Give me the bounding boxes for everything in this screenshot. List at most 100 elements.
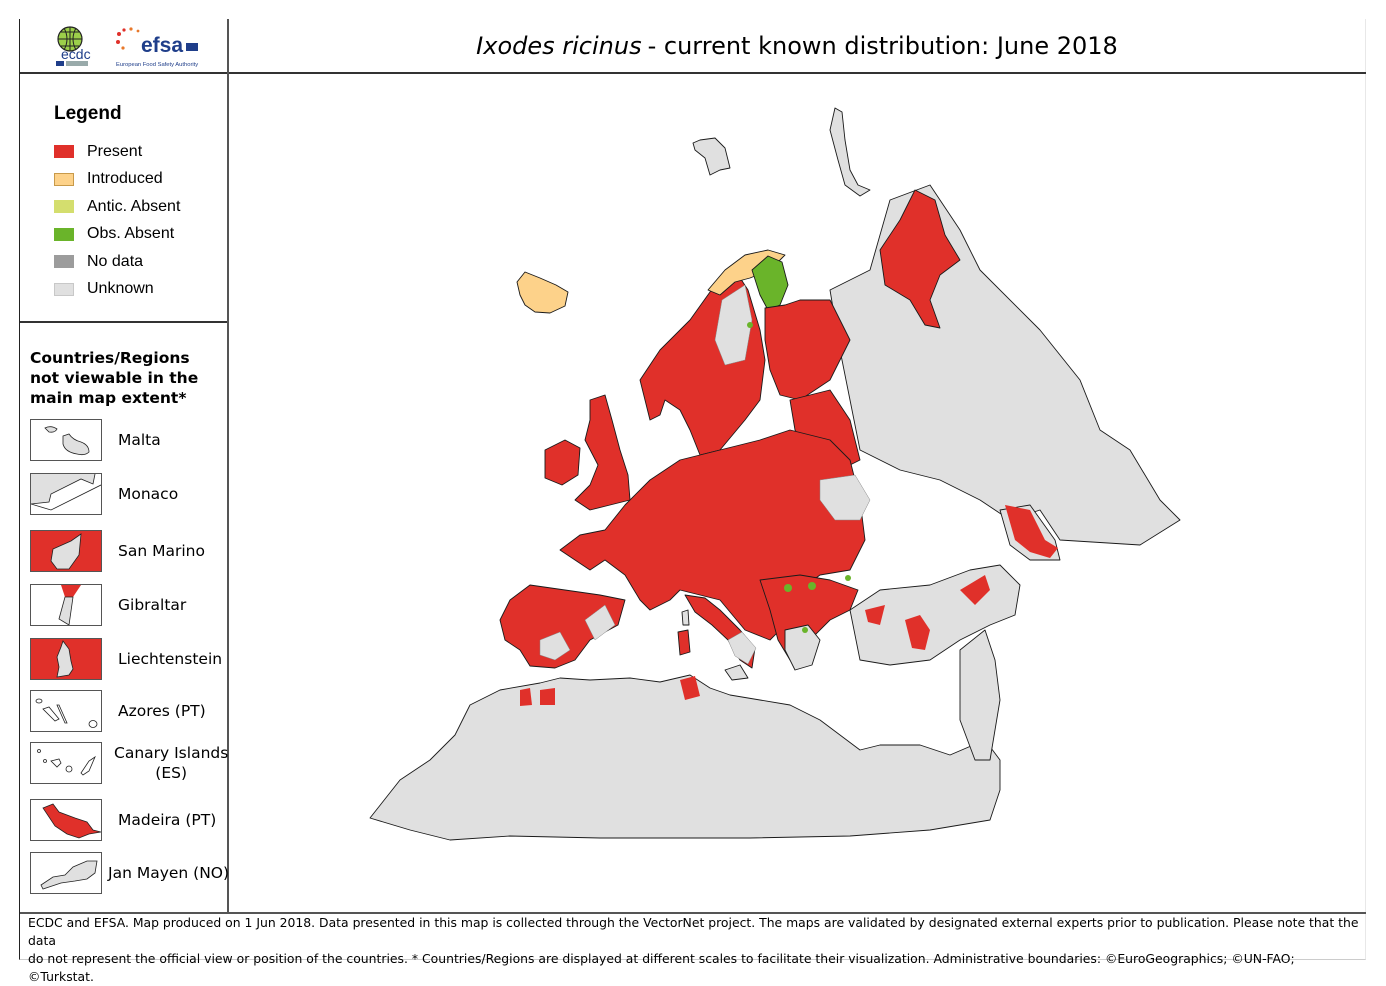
madeira-thumbnail-icon [30,799,102,841]
divider [20,912,1366,914]
great-britain [574,394,631,511]
region-san-marino: San Marino [30,530,205,572]
legend: Present Introduced Antic. Absent Obs. Ab… [54,138,180,303]
turkey-present-patch [960,575,990,605]
map-frame [19,19,1366,960]
region-label: Liechtenstein [118,650,223,668]
region-label: Gibraltar [118,596,187,614]
russia-region [829,184,1181,546]
region-canary-islands: Canary Islands (ES) [30,742,228,784]
region-label: Madeira (PT) [118,811,217,829]
iberia-unknown-patch [539,631,571,661]
canary-islands-thumbnail-icon [30,742,102,784]
tunisia-present [680,676,700,700]
legend-item-present: Present [54,138,180,166]
malta-thumbnail-icon [30,419,102,461]
region-label: Jan Mayen (NO) [108,864,230,882]
title-text: - current known distribution: June 2018 [647,31,1118,60]
footer-line: do not represent the official view or po… [28,951,1295,984]
title-species: Ixodes ricinus [476,31,642,60]
region-label: Canary Islands (ES) [114,743,228,783]
region-malta: Malta [30,419,161,461]
divider [20,321,227,323]
legend-label: Introduced [87,170,163,188]
sicily [724,664,749,681]
balkans [759,574,859,661]
obs-absent-patch [808,582,816,590]
label-line: Canary Islands [114,744,229,762]
obs-absent-patch [845,575,851,581]
label-line: (ES) [155,764,188,782]
lapland-obs-absent [751,255,789,311]
footer-line: ECDC and EFSA. Map produced on 1 Jun 201… [28,915,1359,948]
ireland [544,439,581,486]
finland-present [764,299,851,401]
region-label: Azores (PT) [118,702,206,720]
legend-label: Obs. Absent [87,225,175,243]
gibraltar-thumbnail-icon [30,584,102,626]
azores-thumbnail-icon [30,690,102,732]
north-africa-region [369,674,1001,841]
russia-present-north [879,189,961,329]
morocco-present [520,688,532,706]
iberia [499,584,626,669]
obs-absent-patch [802,627,808,633]
corsica [681,609,690,626]
distribution-map[interactable] [229,74,1365,911]
region-label: San Marino [118,542,205,560]
morocco-present [540,688,555,705]
legend-label: No data [87,252,144,270]
ukraine-unknown [819,474,871,521]
ecdc-logo-icon [56,26,88,66]
region-gibraltar: Gibraltar [30,584,186,626]
svalbard [692,137,731,176]
iceland [516,271,569,314]
greece-unknown [784,624,821,671]
regions-panel-title: Countries/Regions not viewable in the ma… [30,348,198,408]
turkey-present-patch [865,605,885,625]
san-marino-thumbnail-icon [30,530,102,572]
turkey-present-patch [905,615,930,650]
title-line: Countries/Regions [30,349,190,367]
caucasus-present [1005,505,1058,558]
region-jan-mayen: Jan Mayen (NO) [30,852,229,894]
present-swatch-icon [54,145,74,159]
sardinia [677,629,691,656]
obs-absent-patch [784,584,792,592]
legend-item-unknown: Unknown [54,276,180,304]
title-line: main map extent* [30,389,187,407]
title-line: not viewable in the [30,369,199,387]
monaco-thumbnail-icon [30,473,102,515]
legend-item-antic-absent: Antic. Absent [54,193,180,221]
iberia-unknown-patch [584,604,616,641]
antic-absent-swatch-icon [54,200,74,214]
legend-item-obs-absent: Obs. Absent [54,221,180,249]
italy-unknown-south [727,631,757,665]
region-liechtenstein: Liechtenstein [30,638,222,680]
region-label: Monaco [118,485,179,503]
introduced-swatch-icon [54,172,74,186]
divider [227,19,229,912]
legend-label: Present [87,142,143,160]
legend-item-no-data: No data [54,248,180,276]
unknown-swatch-icon [54,282,74,296]
efsa-subtitle: European Food Safety Authority [116,62,198,68]
obs-absent-swatch-icon [54,227,74,241]
legend-title: Legend [54,103,122,124]
no-data-swatch-icon [54,255,74,269]
region-label: Malta [118,431,161,449]
sweden-unknown [714,284,753,366]
efsa-logo-text: efsa [141,34,183,57]
divider [20,72,1366,74]
region-monaco: Monaco [30,473,178,515]
footer-disclaimer: ECDC and EFSA. Map produced on 1 Jun 201… [28,914,1363,986]
obs-absent-patch [747,322,753,328]
logo-area: ecdc efsa European Food Safety Authority [20,19,227,72]
levant-region [959,629,1001,761]
legend-label: Unknown [87,280,154,298]
region-azores: Azores (PT) [30,690,206,732]
map-canvas [369,107,1181,841]
legend-label: Antic. Absent [87,197,181,215]
region-madeira: Madeira (PT) [30,799,216,841]
novaya-zemlya [829,107,871,197]
